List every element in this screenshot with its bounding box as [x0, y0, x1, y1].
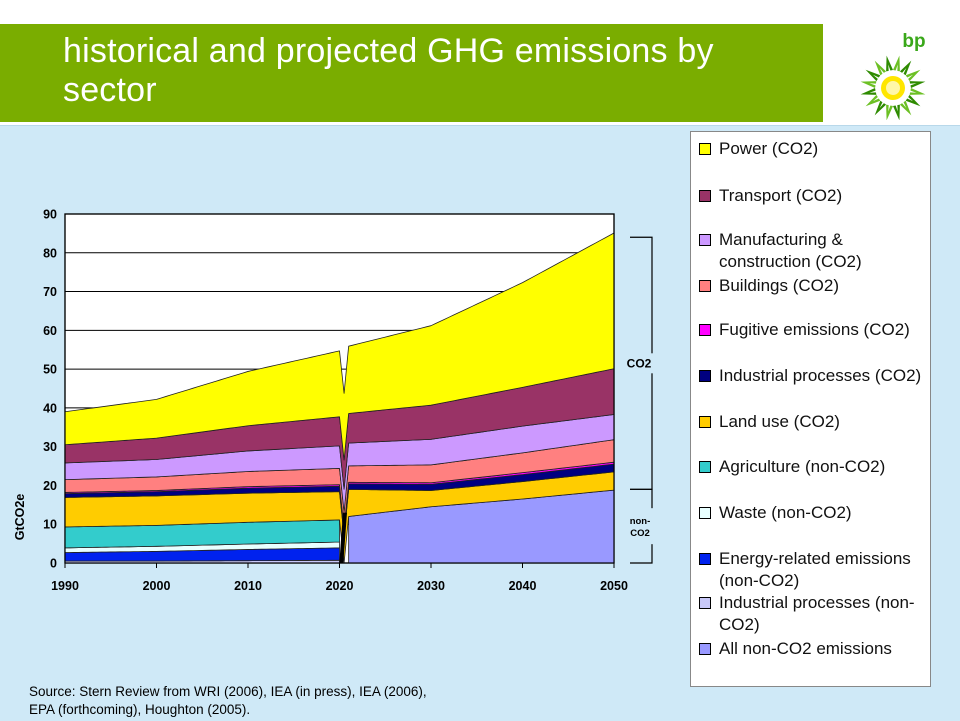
legend-swatch: [699, 234, 711, 246]
y-tick-label: 10: [43, 518, 57, 532]
sun-ray: [905, 94, 921, 107]
y-axis-title: GtCO2e: [13, 494, 27, 541]
x-tick-label: 2020: [326, 579, 354, 593]
sun-burst-icon: [860, 55, 926, 120]
legend-swatch: [699, 370, 711, 382]
sun-ray: [874, 100, 887, 116]
legend-swatch: [699, 461, 711, 473]
sun-ray-inner: [873, 74, 883, 82]
x-tick-label: 2000: [143, 579, 171, 593]
legend-swatch: [699, 597, 711, 609]
x-tick-label: 2030: [417, 579, 445, 593]
sun-ray: [865, 94, 881, 107]
y-tick-label: 40: [43, 401, 57, 415]
bracket-layer: CO2 non-CO2: [622, 236, 656, 564]
legend-swatch: [699, 280, 711, 292]
x-tick-label: 2050: [600, 579, 628, 593]
sun-ray-inner: [903, 94, 913, 102]
legend-swatch: [699, 324, 711, 336]
bracket-label-non-co2: non-CO2: [630, 516, 651, 539]
sun-ray: [909, 81, 926, 88]
bp-helios-logo: bp: [860, 31, 926, 120]
sun-ray-inner: [869, 89, 880, 93]
legend-label: All non-CO2 emissions: [719, 639, 892, 658]
legend-label: Fugitive emissions (CO2): [719, 320, 910, 339]
sun-ray-inner: [879, 68, 887, 78]
sun-ray-inner: [873, 94, 883, 102]
sun-ray: [874, 60, 887, 76]
sun-ray-inner: [899, 98, 907, 108]
plot-frame: [64, 213, 615, 564]
sun-ray: [899, 60, 912, 76]
legend-swatch: [699, 143, 711, 155]
legend-label: Waste (non-CO2): [719, 503, 852, 522]
x-tick-label: 1990: [51, 579, 79, 593]
x-tick-label: 2040: [509, 579, 537, 593]
sun-ray-inner: [903, 74, 913, 82]
legend: Power (CO2) Transport (CO2) Manufacturing …: [690, 131, 931, 687]
legend-label: Manufacturing & construction (CO2): [719, 230, 862, 271]
legend-swatch: [699, 507, 711, 519]
legend-label: Industrial processes (CO2): [719, 366, 922, 385]
y-tick-label: 30: [43, 440, 57, 454]
bracket-label-bg: [622, 508, 656, 545]
sun-ray-inner: [894, 101, 898, 112]
y-tick-label: 0: [50, 557, 57, 571]
sun-ray: [893, 55, 900, 72]
sun-ray: [886, 55, 893, 72]
sun-ray: [905, 69, 921, 82]
source-note: Source: Stern Review from WRI (2006), IE…: [29, 684, 427, 717]
area-layer: [64, 213, 615, 564]
sun-ray-inner: [869, 83, 880, 87]
legend-swatch: [699, 416, 711, 428]
legend-swatch: [699, 190, 711, 202]
slide-title: historical and projected GHG emissions b…: [63, 32, 714, 109]
bracket-label-bg: [622, 353, 656, 374]
sun-ray-inner: [906, 89, 917, 93]
y-tick-label: 80: [43, 246, 57, 260]
sun-ray: [886, 104, 893, 120]
title-band: [0, 24, 823, 122]
sun-ray: [893, 104, 900, 120]
axis-layer: GtCO2e: [13, 494, 27, 541]
sun-ray-inner: [894, 64, 898, 75]
legend-swatch: [699, 553, 711, 565]
legend-label: Industrial processes (non-CO2): [719, 593, 915, 634]
legend-swatch: [699, 643, 711, 655]
legend-label: Agriculture (non-CO2): [719, 457, 886, 476]
sun-ray-inner: [888, 101, 892, 112]
bp-logo-text: bp: [902, 31, 925, 52]
legend-label: Power (CO2): [719, 139, 819, 158]
sun-ray: [865, 69, 881, 82]
sun-ray: [860, 88, 877, 95]
sun-center: [886, 81, 900, 95]
y-tick-label: 20: [43, 479, 57, 493]
sun-ray-inner: [879, 98, 887, 108]
bracket-label-co2: CO2: [627, 356, 652, 370]
y-tick-label: 60: [43, 324, 57, 338]
sun-ray-inner: [899, 68, 907, 78]
projection-divider: [339, 512, 347, 564]
y-tick-label: 70: [43, 285, 57, 299]
legend-label: Buildings (CO2): [719, 276, 839, 295]
sun-ray-inner: [888, 64, 892, 75]
y-tick-label: 50: [43, 363, 57, 377]
sun-ray: [909, 88, 926, 95]
legend-label: Land use (CO2): [719, 412, 840, 431]
sun-ray: [899, 100, 912, 116]
y-tick-label: 90: [43, 208, 57, 222]
sun-ray-inner: [906, 83, 917, 87]
legend-label: Energy-related emissions (non-CO2): [719, 549, 911, 590]
legend-label: Transport (CO2): [719, 186, 843, 205]
x-tick-label: 2010: [234, 579, 262, 593]
sun-ray: [860, 81, 877, 88]
